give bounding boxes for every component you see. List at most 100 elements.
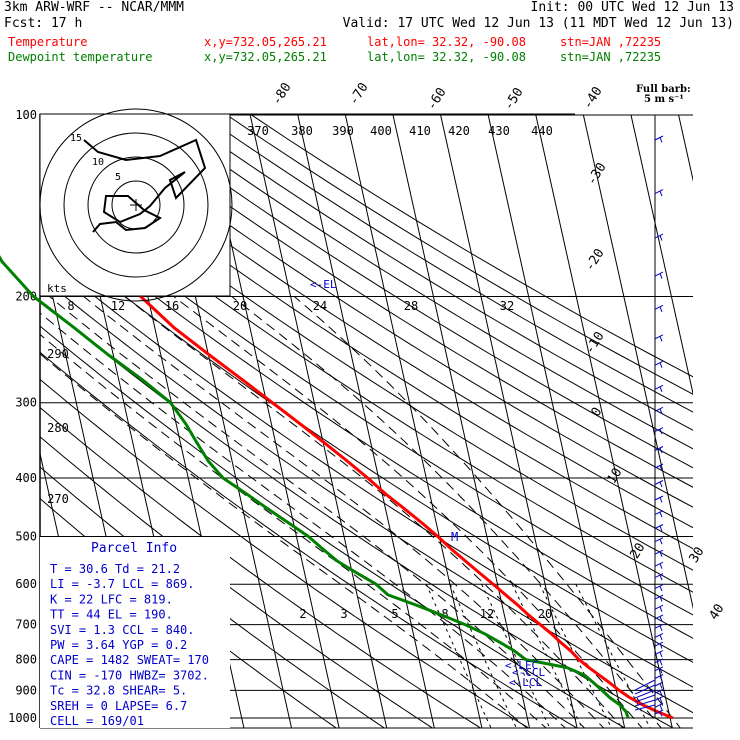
pressure-tick-label: 600 [15, 577, 37, 591]
model-title: 3km ARW-WRF -- NCAR/MMM [4, 0, 185, 15]
isotherm-label: -50 [501, 85, 526, 113]
parcel-info-row: TT = 44 EL = 190. [50, 608, 173, 622]
theta-label: 420 [448, 124, 470, 138]
moist-adiabat [40, 296, 569, 728]
pressure-tick-label: 800 [15, 653, 37, 667]
wind-barb [654, 427, 664, 435]
theta-label: 370 [247, 124, 269, 138]
theta-label: 440 [531, 124, 553, 138]
dry-adiabat [40, 114, 693, 728]
wind-barb [654, 709, 664, 717]
parcel-info-row: CELL = 169/01 [50, 714, 144, 728]
hodograph-ring [63, 132, 209, 278]
mixing-ratio-label: 8 [441, 607, 448, 621]
dewpoint-legend-latlon: lat,lon= 32.32, -90.08 [367, 50, 526, 64]
dry-adiabat [54, 114, 693, 728]
isotherm-label: -70 [346, 80, 371, 108]
dewpoint-legend-stn: stn=JAN ,72235 [560, 50, 662, 64]
pressure-tick-label: 900 [15, 683, 37, 697]
theta-dry-label: 290 [47, 347, 69, 361]
isotherm-line [487, 114, 626, 728]
mixing-ratio-label: 20 [538, 607, 552, 621]
moist-adiabat [293, 296, 683, 728]
theta-label: 390 [332, 124, 354, 138]
wind-barb [654, 623, 664, 631]
isotherm-label: 30 [687, 545, 708, 566]
pressure-tick-label: 400 [15, 471, 37, 485]
wind-barb [654, 271, 664, 279]
parcel-info-row: PW = 3.64 YGP = 0.2 [50, 638, 187, 652]
isotherm-label: -60 [424, 85, 449, 113]
wind-barb [654, 334, 664, 342]
theta-label: 410 [409, 124, 431, 138]
dry-adiabat [40, 114, 693, 728]
theta-label: 380 [291, 124, 313, 138]
dry-adiabat [128, 114, 693, 728]
speed-tick-label: 20 [233, 299, 247, 313]
wind-barb [654, 495, 664, 503]
wind-barb [654, 658, 664, 666]
wind-barb [654, 561, 664, 569]
wind-barb [654, 233, 664, 241]
hodograph-ring-label: 10 [92, 157, 104, 168]
pressure-tick-label: 1000 [8, 711, 37, 725]
mixing-ratio-line [575, 583, 653, 728]
dry-adiabat [78, 114, 693, 728]
wind-barb [654, 688, 664, 696]
parcel-info-box: Parcel Info T = 30.6 Td = 21.2LI = -3.7 L… [40, 537, 230, 728]
wind-barb [634, 684, 656, 695]
wind-barb [654, 641, 664, 649]
parcel-info-title: Parcel Info [91, 541, 177, 556]
annotation-el: <-EL [310, 278, 337, 291]
pressure-tick-label: 100 [15, 108, 37, 122]
parcel-info-row: LI = -3.7 LCL = 869. [50, 577, 195, 591]
dry-adiabat [40, 114, 693, 728]
temperature-legend-label: Temperature [8, 35, 88, 49]
speed-tick-label: 8 [67, 299, 74, 313]
temperature-line [77, 114, 674, 720]
speed-tick-label: 28 [404, 299, 418, 313]
isotherm-label: -30 [584, 160, 609, 188]
moist-adiabat [231, 296, 664, 728]
isotherm-label: 40 [707, 602, 728, 623]
parcel-info-row: Tc = 32.8 SHEAR= 5. [50, 684, 187, 698]
speed-tick-label: 32 [500, 299, 514, 313]
sounding-profiles: <-EL <-LFC<-CCL<-LCL M [0, 114, 674, 720]
isotherm-label: -20 [582, 246, 607, 274]
dry-adiabat [202, 114, 693, 728]
wind-barb [654, 702, 664, 710]
isotherm-line [344, 114, 484, 728]
valid-time: Valid: 17 UTC Wed 12 Jun 13 (11 MDT Wed … [342, 16, 734, 31]
wind-barb [654, 463, 664, 471]
hodograph-ring [87, 156, 185, 254]
wind-barb [654, 406, 664, 414]
theta-label: 400 [370, 124, 392, 138]
parcel-info-row: SREH = 0 LAPSE= 6.7 [50, 699, 187, 713]
moist-adiabat [40, 296, 550, 728]
theta-label: 430 [488, 124, 510, 138]
speed-tick-label: 12 [111, 299, 125, 313]
isotherm-line [582, 114, 693, 728]
hodograph-ring-label: 15 [70, 133, 82, 144]
mixing-ratio-label: 2 [299, 607, 306, 621]
mixing-ratio-line [449, 584, 519, 728]
wind-barb [654, 614, 664, 622]
isotherm-line [678, 114, 693, 728]
dry-adiabat [152, 114, 693, 728]
hodograph-trace [83, 138, 207, 233]
moist-adiabat [124, 296, 626, 728]
theta-dry-label: 270 [47, 492, 69, 506]
isotherm-line [249, 114, 388, 728]
parcel-marker: M [451, 530, 458, 544]
full-barb-value: 5 m s⁻¹ [644, 94, 684, 105]
wind-barb [654, 135, 664, 143]
wind-barb [634, 704, 656, 711]
mixing-ratio-line [481, 583, 552, 728]
wind-barb [654, 480, 664, 488]
dry-adiabat [40, 114, 630, 728]
dewpoint-legend-xy: x,y=732.05,265.21 [204, 50, 327, 64]
pressure-tick-label: 500 [15, 529, 37, 543]
parcel-info-row: T = 30.6 Td = 21.2 [50, 562, 180, 576]
wind-barb [654, 384, 664, 392]
